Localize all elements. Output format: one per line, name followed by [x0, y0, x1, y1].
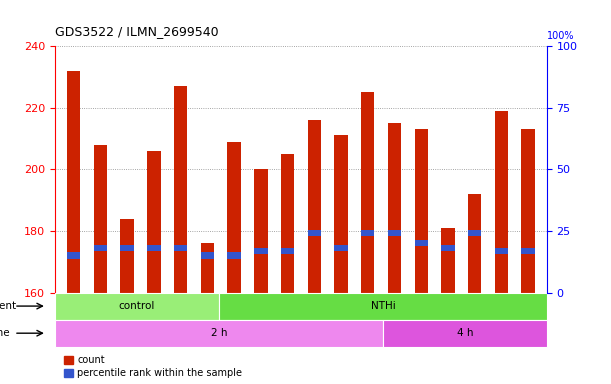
Bar: [174, 86, 188, 293]
Text: 100%: 100%: [547, 31, 574, 41]
Bar: [281, 248, 295, 254]
Bar: [227, 252, 241, 259]
Bar: [93, 245, 107, 251]
Legend: count, percentile rank within the sample: count, percentile rank within the sample: [60, 352, 246, 382]
Text: agent: agent: [0, 301, 16, 311]
Bar: [495, 111, 508, 293]
Bar: [388, 230, 401, 237]
Bar: [361, 230, 375, 237]
Bar: [414, 240, 428, 246]
Bar: [67, 252, 81, 259]
Bar: [281, 154, 295, 293]
Bar: [120, 218, 134, 293]
Bar: [361, 92, 375, 293]
Bar: [200, 252, 214, 259]
Bar: [521, 129, 535, 293]
Bar: [414, 129, 428, 293]
Bar: [174, 245, 188, 251]
Bar: [55, 293, 219, 319]
Bar: [219, 293, 547, 319]
Text: control: control: [119, 301, 155, 311]
Bar: [468, 194, 481, 293]
Bar: [334, 245, 348, 251]
Bar: [388, 123, 401, 293]
Bar: [441, 228, 455, 293]
Bar: [307, 120, 321, 293]
Text: GDS3522 / ILMN_2699540: GDS3522 / ILMN_2699540: [55, 25, 219, 38]
Bar: [227, 142, 241, 293]
Bar: [55, 319, 383, 347]
Bar: [441, 245, 455, 251]
Text: time: time: [0, 328, 10, 338]
Bar: [495, 248, 508, 254]
Bar: [147, 245, 161, 251]
Bar: [254, 248, 268, 254]
Bar: [93, 145, 107, 293]
Bar: [200, 243, 214, 293]
Bar: [307, 230, 321, 237]
Bar: [120, 245, 134, 251]
Bar: [334, 136, 348, 293]
Bar: [67, 71, 81, 293]
Text: 4 h: 4 h: [456, 328, 473, 338]
Text: NTHi: NTHi: [370, 301, 395, 311]
Bar: [254, 169, 268, 293]
Bar: [468, 230, 481, 237]
Bar: [147, 151, 161, 293]
Bar: [521, 248, 535, 254]
Text: 2 h: 2 h: [211, 328, 227, 338]
Bar: [383, 319, 547, 347]
